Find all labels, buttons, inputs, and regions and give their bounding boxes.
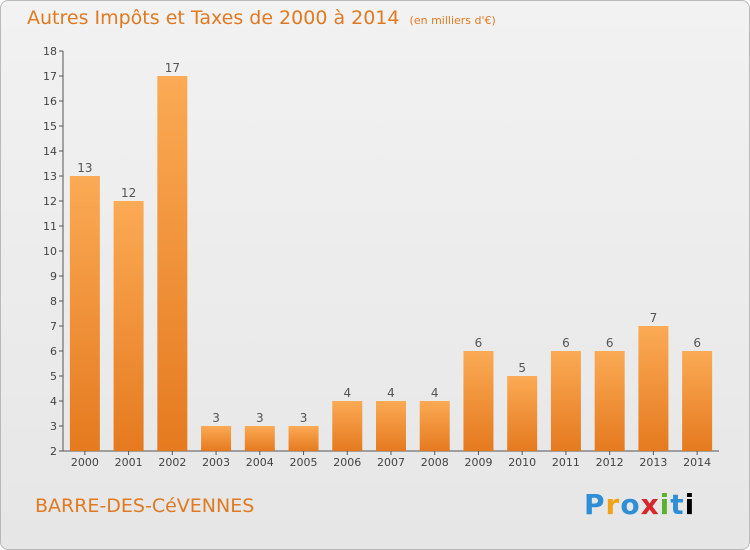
x-tick-label: 2004 <box>246 456 274 469</box>
x-tick-label: 2003 <box>202 456 230 469</box>
bar-2005[interactable] <box>288 426 319 451</box>
bar-2009[interactable] <box>463 351 494 451</box>
value-label-2014: 6 <box>693 336 701 350</box>
bar-2000[interactable] <box>69 176 100 451</box>
x-tick-label: 2009 <box>464 456 492 469</box>
y-tick-label: 11 <box>43 220 57 233</box>
chart-title: Autres Impôts et Taxes de 2000 à 2014 (e… <box>27 7 496 29</box>
y-tick-label: 3 <box>50 420 57 433</box>
value-label-2006: 4 <box>343 386 351 400</box>
bar-2001[interactable] <box>113 201 144 451</box>
value-label-2009: 6 <box>475 336 483 350</box>
bar-2010[interactable] <box>507 376 538 451</box>
y-tick-label: 5 <box>50 370 57 383</box>
x-tick-label: 2013 <box>639 456 667 469</box>
y-tick-label: 10 <box>43 245 57 258</box>
y-tick-label: 6 <box>50 345 57 358</box>
y-tick-label: 13 <box>43 170 57 183</box>
x-tick-label: 2007 <box>377 456 405 469</box>
y-tick-label: 2 <box>50 445 57 458</box>
y-tick-label: 16 <box>43 95 57 108</box>
bar-2011[interactable] <box>550 351 581 451</box>
bar-2004[interactable] <box>244 426 275 451</box>
x-tick-label: 2014 <box>683 456 711 469</box>
value-label-2001: 12 <box>121 186 136 200</box>
value-label-2012: 6 <box>606 336 614 350</box>
y-tick-label: 4 <box>50 395 57 408</box>
value-label-2000: 13 <box>77 161 92 175</box>
bar-2002[interactable] <box>157 76 188 451</box>
proxiti-logo[interactable]: Proxiti <box>584 488 696 521</box>
y-tick-label: 8 <box>50 295 57 308</box>
bar-2006[interactable] <box>332 401 363 451</box>
y-tick-label: 9 <box>50 270 57 283</box>
y-tick-label: 18 <box>43 45 57 58</box>
y-tick-label: 17 <box>43 70 57 83</box>
y-axis: 2 3 4 5 6 7 8 9 10 11 12 13 14 15 16 17 18 <box>43 45 64 458</box>
value-label-2007: 4 <box>387 386 395 400</box>
y-tick-label: 7 <box>50 320 57 333</box>
x-tick-label: 2005 <box>290 456 318 469</box>
value-label-2004: 3 <box>256 411 264 425</box>
x-tick-label: 2002 <box>158 456 186 469</box>
bar-2007[interactable] <box>376 401 406 451</box>
chart-title-text: Autres Impôts et Taxes de 2000 à 2014 <box>27 7 400 29</box>
chart-subtitle: (en milliers d'€) <box>409 14 496 27</box>
x-tick-label: 2010 <box>508 456 536 469</box>
value-label-2013: 7 <box>650 311 658 325</box>
value-label-2008: 4 <box>431 386 439 400</box>
y-tick-label: 12 <box>43 195 57 208</box>
value-label-2003: 3 <box>212 411 220 425</box>
bar-2012[interactable] <box>594 351 625 451</box>
value-label-2002: 17 <box>165 61 180 75</box>
x-tick-label: 2008 <box>421 456 449 469</box>
bar-2013[interactable] <box>638 326 669 451</box>
bar-2003[interactable] <box>201 426 232 451</box>
bar-2014[interactable] <box>682 351 713 451</box>
value-label-2011: 6 <box>562 336 570 350</box>
x-tick-label: 2011 <box>552 456 580 469</box>
x-axis: 2000 2001 2002 2003 2004 2005 2006 2007 2008 2009… <box>63 450 719 469</box>
y-tick-label: 14 <box>43 145 57 158</box>
x-tick-label: 2006 <box>333 456 361 469</box>
data-labels: 13 12 17 3 3 3 4 4 4 6 5 6 6 7 6 <box>77 61 701 425</box>
value-label-2005: 3 <box>300 411 308 425</box>
commune-name: BARRE-DES-CéVENNES <box>35 495 255 517</box>
bars <box>69 76 713 451</box>
x-tick-label: 2012 <box>596 456 624 469</box>
bar-2008[interactable] <box>419 401 450 451</box>
value-label-2010: 5 <box>518 361 526 375</box>
x-tick-label: 2001 <box>115 456 143 469</box>
x-tick-label: 2000 <box>71 456 99 469</box>
y-tick-label: 15 <box>43 120 57 133</box>
